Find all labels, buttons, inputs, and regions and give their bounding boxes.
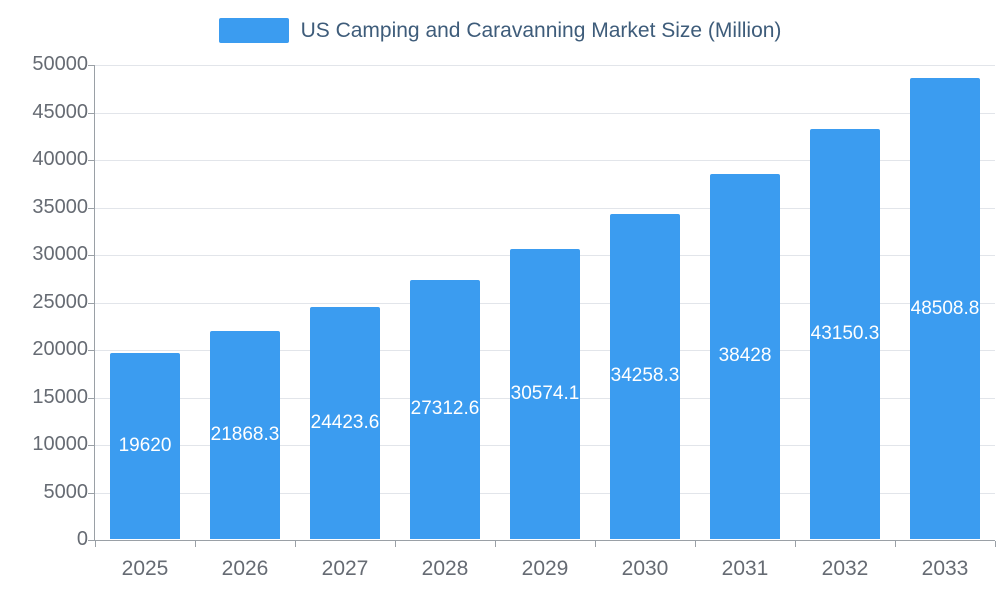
bar-2025[interactable]: 19620 <box>110 352 180 539</box>
bar-2028[interactable]: 27312.6 <box>410 279 480 539</box>
x-axis-label-2029: 2029 <box>521 557 569 580</box>
legend-label: US Camping and Caravanning Market Size (… <box>300 19 782 42</box>
bar-2027[interactable]: 24423.6 <box>310 306 380 539</box>
x-axis-tick <box>95 541 96 547</box>
x-axis-line <box>88 540 995 541</box>
bar-2033[interactable]: 48508.8 <box>910 78 980 539</box>
y-axis-tick-label: 20000 <box>32 338 88 360</box>
y-axis-tick <box>88 397 94 399</box>
x-axis-label-2033: 2033 <box>921 557 969 580</box>
bar-value-label: 21868.3 <box>210 424 280 446</box>
gridline <box>95 112 995 114</box>
x-axis-tick <box>395 541 396 547</box>
y-axis-tick <box>88 65 94 66</box>
bar-value-label: 34258.3 <box>610 365 680 387</box>
x-axis-tick <box>795 541 796 547</box>
bar-value-label: 48508.8 <box>910 297 980 319</box>
y-axis-tick <box>88 302 94 304</box>
y-axis-tick-label: 40000 <box>32 148 88 170</box>
x-axis-tick <box>195 541 196 547</box>
bar-value-label: 19620 <box>118 434 172 456</box>
y-axis-tick <box>88 160 94 161</box>
y-axis-tick-label: 10000 <box>32 433 88 455</box>
y-axis-tick-label: 30000 <box>32 243 88 265</box>
legend-swatch-icon <box>218 18 289 43</box>
y-axis-tick-label: 35000 <box>32 195 88 218</box>
x-axis-label-2026: 2026 <box>221 557 269 580</box>
y-axis-tick-label: 25000 <box>32 290 88 313</box>
y-axis-tick-label: 15000 <box>32 385 88 408</box>
x-axis-label-2028: 2028 <box>421 557 469 580</box>
y-axis-tick <box>88 207 94 209</box>
bar-2026[interactable]: 21868.3 <box>210 331 280 539</box>
legend[interactable]: US Camping and Caravanning Market Size (… <box>0 18 1000 43</box>
bar-2032[interactable]: 43150.3 <box>810 129 880 539</box>
x-axis-label-2032: 2032 <box>821 557 869 580</box>
bar-2029[interactable]: 30574.1 <box>510 248 580 539</box>
x-axis-tick <box>695 541 696 547</box>
bar-2031[interactable]: 38428 <box>710 173 780 539</box>
x-axis-label-2030: 2030 <box>621 557 669 580</box>
y-axis-tick <box>88 112 94 114</box>
bar-value-label: 38428 <box>718 345 772 367</box>
y-axis-tick-label: 45000 <box>32 100 88 123</box>
y-axis-tick <box>88 445 94 446</box>
bar-value-label: 30574.1 <box>510 382 580 404</box>
x-axis-label-2031: 2031 <box>721 557 769 580</box>
gridline <box>95 160 995 161</box>
y-axis-tick <box>88 492 94 494</box>
plot-area: 0 5000 10000 15000 20000 25000 30000 35000 40000… <box>32 53 996 580</box>
bar-value-label: 24423.6 <box>310 411 380 433</box>
x-axis-label-2025: 2025 <box>121 557 169 580</box>
x-axis-tick <box>495 541 496 547</box>
y-axis-tick <box>88 540 94 541</box>
gridline <box>95 207 995 209</box>
y-axis-tick-label: 50000 <box>32 53 88 75</box>
x-axis-tick <box>995 541 996 547</box>
bar-value-label: 27312.6 <box>410 398 480 420</box>
y-axis-tick-label: 5000 <box>43 480 89 503</box>
x-axis-label-2027: 2027 <box>321 557 369 580</box>
bar-2030[interactable]: 34258.3 <box>610 213 680 539</box>
x-axis-tick <box>895 541 896 547</box>
y-axis-tick <box>88 255 94 256</box>
x-axis-tick <box>295 541 296 547</box>
gridline <box>95 65 995 66</box>
y-axis-tick <box>88 350 94 351</box>
y-axis-line <box>94 65 95 541</box>
y-axis-tick-label: 0 <box>76 528 88 550</box>
x-axis-tick <box>595 541 596 547</box>
bar-value-label: 43150.3 <box>810 323 880 345</box>
